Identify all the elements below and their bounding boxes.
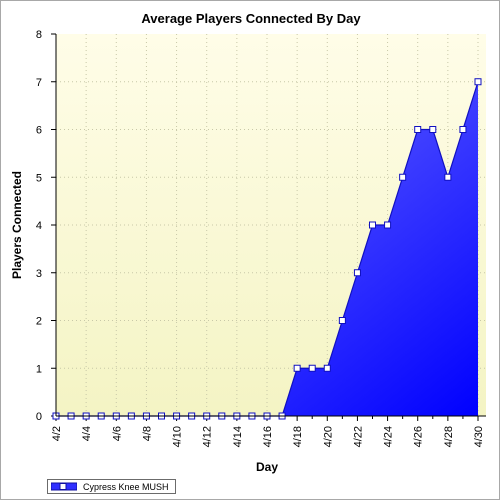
x-tick-label: 4/28 [443,426,455,447]
x-tick-label: 4/10 [172,426,184,447]
data-point [369,221,376,229]
x-tick-label: 4/18 [292,426,304,447]
chart-title: Average Players Connected By Day [141,11,361,26]
data-point [353,269,361,277]
y-tick-label: 8 [36,29,42,41]
data-point [338,317,346,324]
x-tick-label: 4/6 [111,426,123,441]
data-point [429,126,437,133]
x-tick-label: 4/24 [383,426,395,447]
x-tick-label: 4/8 [141,426,153,441]
data-point [444,173,452,181]
x-tick-label: 4/20 [322,426,334,447]
data-point [308,364,316,372]
y-tick-label: 2 [36,316,42,328]
legend-swatch [51,482,77,491]
x-tick-label: 4/14 [232,426,244,447]
series-area [56,81,478,416]
y-tick-label: 4 [36,220,42,232]
x-tick-label: 4/4 [81,426,93,441]
x-axis-label: Day [255,460,279,474]
data-point [293,364,301,372]
legend: Cypress Knee MUSH [47,479,176,494]
x-tick-label: 4/2 [51,426,63,441]
x-tick-label: 4/26 [413,426,425,447]
x-tick-label: 4/12 [202,426,214,447]
data-point [414,126,422,133]
data-point [323,364,331,372]
x-tick-label: 4/16 [262,426,274,447]
data-point [459,126,467,133]
y-tick-label: 1 [36,363,42,375]
x-tick-label: 4/30 [473,426,485,447]
data-point [399,173,407,181]
y-tick-label: 6 [36,125,42,137]
y-tick-label: 7 [36,77,42,89]
data-point [474,78,482,86]
y-tick-label: 5 [36,172,42,184]
data-point [384,221,392,229]
legend-label: Cypress Knee MUSH [83,481,169,492]
y-tick-label: 0 [36,411,42,423]
y-tick-label: 3 [36,268,42,280]
x-tick-label: 4/22 [352,426,364,447]
